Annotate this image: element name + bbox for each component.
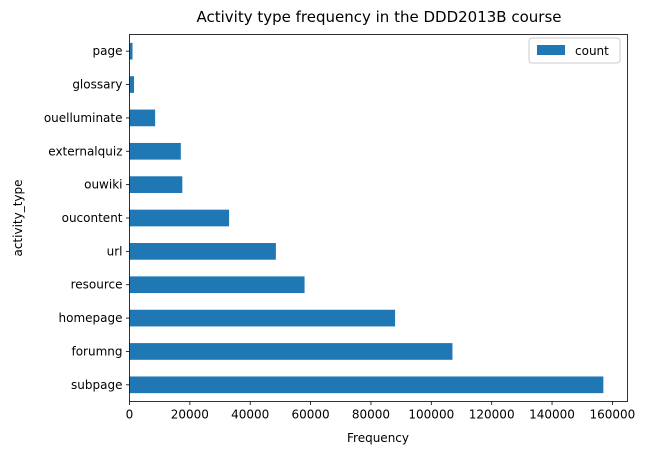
- x-axis-label: Frequency: [347, 431, 409, 445]
- x-tick-label: 60000: [291, 408, 329, 422]
- legend-swatch: [537, 45, 565, 55]
- y-tick-label: subpage: [71, 378, 122, 392]
- bar-externalquiz: [129, 142, 181, 160]
- bar-oucontent: [129, 209, 230, 227]
- bar-glossary: [129, 76, 135, 93]
- x-ticks-group: 0 20000 40000 60000 80000 100000 120000 140000 1…: [126, 401, 636, 422]
- y-tick-label: url: [107, 244, 123, 258]
- bar-homepage: [129, 309, 396, 327]
- x-tick-label: 0: [126, 408, 134, 422]
- y-ticks-group: subpage forumng homepage resource url ouconte…: [44, 44, 130, 392]
- y-tick-label: ouelluminate: [44, 111, 123, 125]
- bar-subpage: [129, 376, 604, 394]
- y-tick-label: resource: [71, 278, 123, 292]
- y-axis-label: activity_type: [11, 179, 25, 256]
- bar-url: [129, 243, 276, 260]
- legend-box: [528, 37, 621, 64]
- y-tick-label: oucontent: [62, 211, 123, 225]
- bar-resource: [129, 276, 305, 294]
- y-tick-label: externalquiz: [48, 144, 122, 158]
- y-tick-label: page: [93, 44, 123, 58]
- x-tick-label: 120000: [469, 408, 515, 422]
- chart-title: Activity type frequency in the DDD2013B …: [197, 8, 562, 26]
- x-tick-label: 40000: [231, 408, 269, 422]
- bars-group: [129, 42, 604, 394]
- x-tick-label: 80000: [352, 408, 390, 422]
- x-tick-label: 160000: [590, 408, 636, 422]
- y-tick-label: glossary: [72, 78, 122, 92]
- x-tick-label: 100000: [408, 408, 454, 422]
- legend: count: [528, 37, 621, 64]
- bar-page: [129, 42, 133, 60]
- y-tick-label: ouwiki: [84, 178, 122, 192]
- y-tick-label: forumng: [71, 344, 122, 358]
- bar-forumng: [129, 343, 453, 360]
- y-tick-label: homepage: [59, 311, 123, 325]
- bar-ouwiki: [129, 176, 183, 193]
- legend-label: count: [575, 44, 609, 58]
- bar-ouelluminate: [129, 109, 156, 127]
- x-tick-label: 20000: [171, 408, 209, 422]
- x-tick-label: 140000: [529, 408, 575, 422]
- plot-frame: [129, 34, 628, 402]
